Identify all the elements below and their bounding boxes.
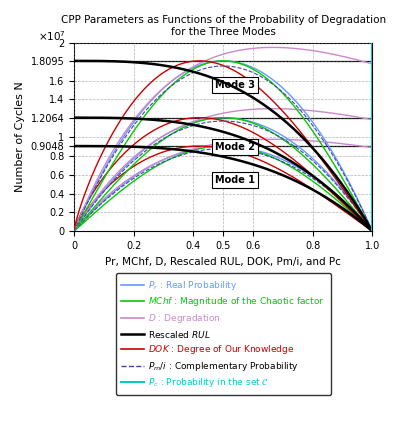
Text: $\times 10^7$: $\times 10^7$ — [38, 29, 66, 43]
Text: Mode 1: Mode 1 — [215, 175, 255, 185]
Legend: $P_r$ : Real Probability, $MChf$ : Magnitude of the Chaotic factor, $D$ : Degrad: $P_r$ : Real Probability, $MChf$ : Magni… — [116, 273, 331, 395]
X-axis label: Pr, MChf, D, Rescaled RUL, DOK, Pm/i, and Pc: Pr, MChf, D, Rescaled RUL, DOK, Pm/i, an… — [105, 257, 341, 267]
Y-axis label: Number of Cycles N: Number of Cycles N — [15, 82, 25, 192]
Text: Mode 3: Mode 3 — [215, 80, 255, 90]
Title: CPP Parameters as Functions of the Probability of Degradation
for the Three Mode: CPP Parameters as Functions of the Proba… — [61, 15, 386, 37]
Text: Mode 2: Mode 2 — [215, 142, 255, 152]
